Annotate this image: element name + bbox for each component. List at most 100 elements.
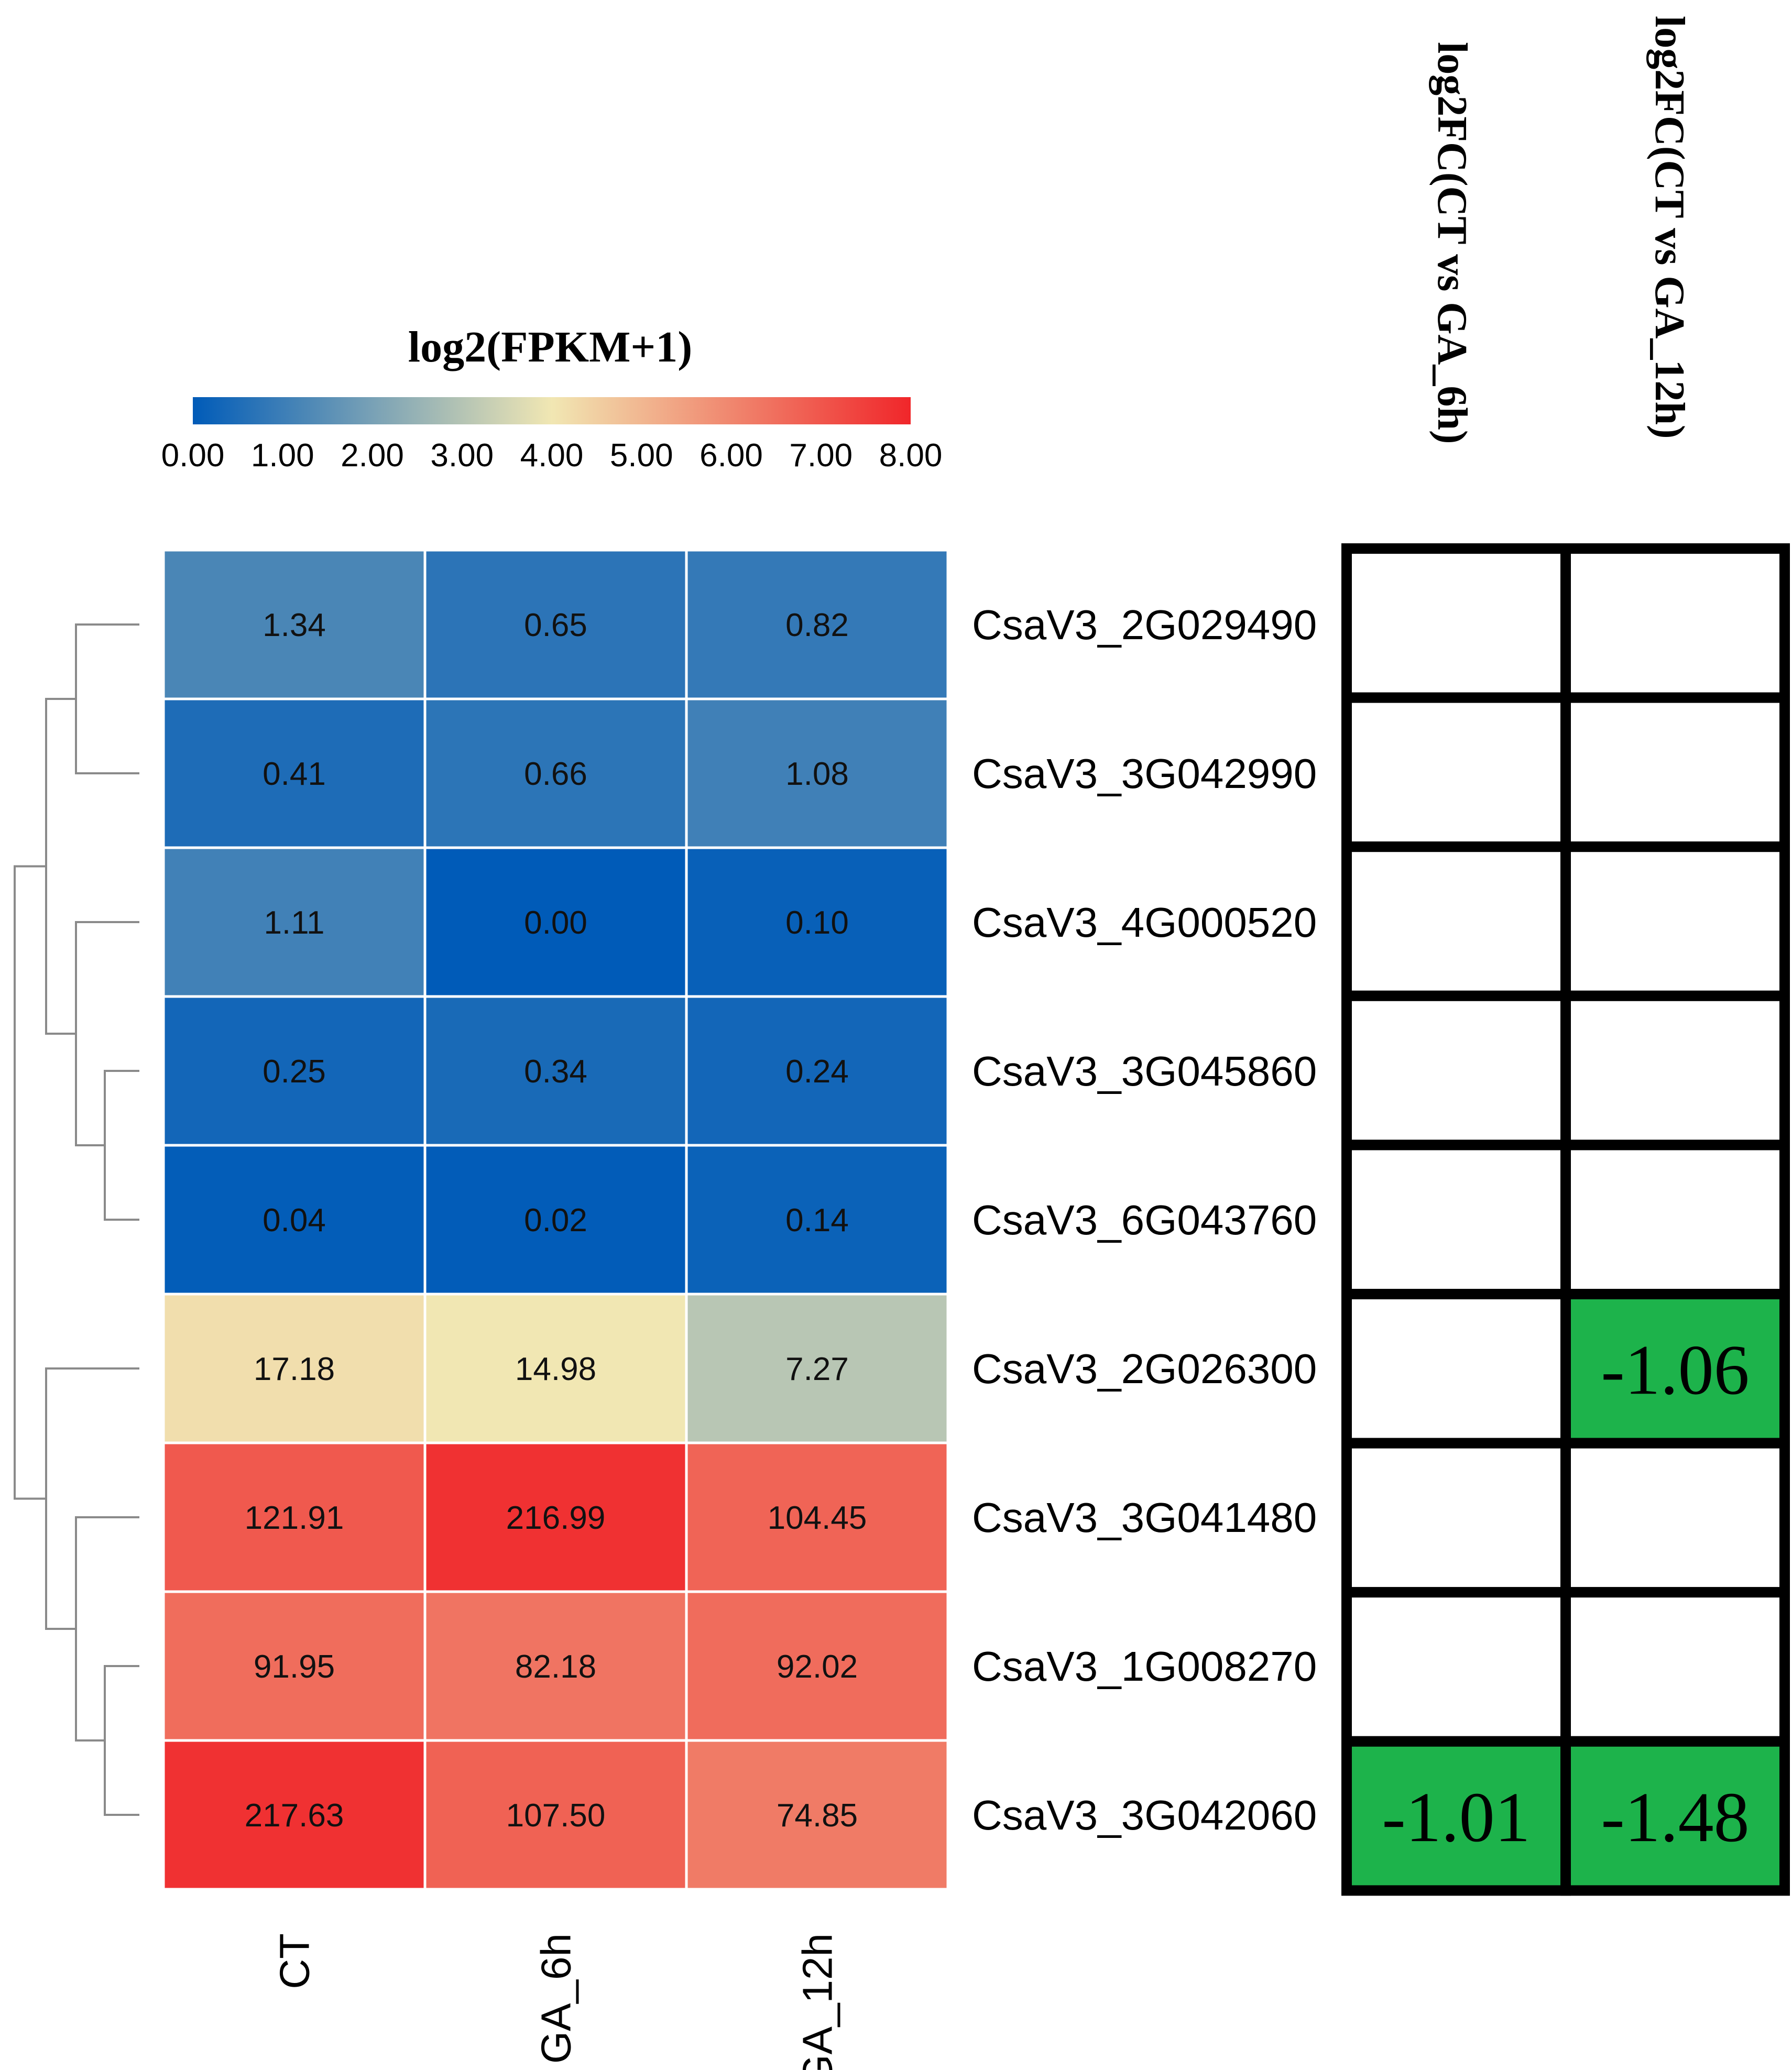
row-label: CsaV3_3G045860 [972, 1048, 1317, 1094]
heatmap-cell-value: 17.18 [254, 1351, 335, 1387]
heatmap-cell-value: 0.10 [785, 905, 849, 941]
log2fc-table: -1.06 -1.01 -1.48 [1341, 543, 1790, 1896]
heatmap-cell-value: 0.00 [524, 905, 587, 941]
dendrogram-branch [104, 1070, 139, 1221]
row-label: CsaV3_3G042990 [972, 750, 1317, 797]
row-label: CsaV3_2G026300 [972, 1345, 1317, 1392]
row-label: CsaV3_4G000520 [972, 899, 1317, 946]
log2fc-cell [1341, 841, 1571, 1001]
column-label: CT [271, 1933, 318, 1989]
dendrogram-branch [45, 1367, 139, 1630]
log2fc-cell [1560, 990, 1790, 1151]
heatmap-cell-value: 0.14 [785, 1202, 849, 1239]
log2fc-cell [1341, 692, 1571, 852]
log2fc-cell [1341, 543, 1571, 703]
heatmap-cell-value: 0.34 [524, 1054, 587, 1090]
heatmap-cell-value: 7.27 [785, 1351, 849, 1387]
heatmap-cell-value: 1.08 [785, 756, 849, 792]
heatmap-cell-value: 121.91 [245, 1500, 344, 1536]
color-legend: log2(FPKM+1) 0.00 1.00 2.00 3.00 4.00 5.00 6.0… [161, 323, 943, 474]
heatmap-cell [423, 846, 688, 998]
heatmap-cell [423, 549, 688, 700]
colorbar [193, 397, 911, 424]
colorbar-tick-label: 5.00 [610, 437, 673, 474]
log2fc-cell [1560, 1587, 1790, 1747]
log2fc-value: -1.01 [1382, 1778, 1530, 1857]
log2fc-cell [1341, 1140, 1571, 1299]
heatmap-cell [685, 1144, 949, 1296]
colorbar-tick-label: 6.00 [700, 437, 763, 474]
heatmap-cell [162, 1739, 427, 1891]
heatmap-cell [423, 1293, 688, 1444]
heatmap-cell-value: 0.24 [785, 1054, 849, 1090]
legend-title: log2(FPKM+1) [408, 323, 692, 371]
column-label: GA_6h [533, 1933, 580, 2064]
row-labels: CsaV3_2G029490 CsaV3_3G042990 CsaV3_4G0005… [972, 601, 1317, 1838]
heatmap-cell [162, 1293, 427, 1444]
heatmap-cell [162, 1590, 427, 1742]
dendrogram-branch [75, 921, 139, 1146]
log2fc-cell [1341, 1289, 1571, 1449]
heatmap-cell [685, 697, 949, 849]
log2fc-cell [1341, 990, 1571, 1151]
colorbar-tick-label: 4.00 [520, 437, 584, 474]
log2fc-header: log2FC(CT vs GA_12h) [1646, 16, 1692, 439]
colorbar-tick-label: 3.00 [430, 437, 494, 474]
heatmap-cell-value: 74.85 [777, 1798, 858, 1834]
heatmap-cell-value: 217.63 [245, 1798, 344, 1834]
heatmap-cell-value: 104.45 [768, 1500, 867, 1536]
row-label: CsaV3_2G029490 [972, 601, 1317, 648]
heatmap-cell [162, 697, 427, 849]
heatmap-cell-value: 0.66 [524, 756, 587, 792]
log2fc-cell [1341, 1587, 1571, 1747]
row-label: CsaV3_6G043760 [972, 1197, 1317, 1243]
log2fc-cell [1560, 1140, 1790, 1299]
heatmap-cell-value: 1.11 [264, 905, 324, 941]
log2fc-cell [1560, 1438, 1790, 1598]
heatmap-cell-value: 82.18 [515, 1649, 596, 1685]
heatmap-cell-value: 14.98 [515, 1351, 596, 1387]
column-label: GA_12h [794, 1933, 841, 2070]
log2fc-header: log2FC(CT vs GA_6h) [1429, 42, 1475, 444]
row-label: CsaV3_3G042060 [972, 1792, 1317, 1838]
log2fc-cell [1560, 543, 1790, 703]
heatmap-cell-value: 1.34 [263, 607, 326, 643]
heatmap-cell [423, 1590, 688, 1742]
heatmap-cell [162, 549, 427, 700]
heatmap-cell-value: 0.65 [524, 607, 587, 643]
log2fc-value: -1.06 [1601, 1331, 1749, 1409]
log2fc-cell [1560, 692, 1790, 852]
heatmap-cell-value: 0.41 [263, 756, 326, 792]
heatmap-cell-value: 0.04 [263, 1202, 326, 1239]
colorbar-tick-label: 8.00 [879, 437, 943, 474]
log2fc-cell [1341, 1438, 1571, 1598]
heatmap-cell [685, 1590, 949, 1742]
colorbar-tick-label: 2.00 [341, 437, 404, 474]
dendrogram-branch [75, 623, 139, 774]
row-label: CsaV3_1G008270 [972, 1643, 1317, 1690]
column-labels: CT GA_6h GA_12h [271, 1933, 841, 2070]
heatmap-cell [685, 549, 949, 700]
row-label: CsaV3_3G041480 [972, 1494, 1317, 1541]
log2fc-value: -1.48 [1601, 1778, 1749, 1857]
log2fc-cell [1560, 841, 1790, 1001]
heatmap-cell-value: 0.25 [263, 1054, 326, 1090]
colorbar-tick-label: 7.00 [789, 437, 853, 474]
heatmap-cell [162, 995, 427, 1147]
heatmap-cell-value: 91.95 [254, 1649, 335, 1685]
colorbar-tick-label: 0.00 [161, 437, 225, 474]
heatmap-cell [685, 1441, 949, 1593]
log2fc-cell [1560, 1736, 1790, 1896]
dendrogram-branch [104, 1665, 139, 1816]
dendrogram-branch [45, 698, 76, 1035]
heatmap-cell [162, 1441, 427, 1593]
colorbar-ticks: 0.00 1.00 2.00 3.00 4.00 5.00 6.00 7.00 8.00 [161, 437, 943, 474]
heatmap-cell-value: 0.82 [785, 607, 849, 643]
dendrogram-branch [14, 865, 46, 1500]
heatmap-cell-value: 92.02 [777, 1649, 858, 1685]
heatmap-cell [423, 697, 688, 849]
heatmap-cell [423, 1144, 688, 1296]
heatmap-cell [685, 1739, 949, 1891]
heatmap-cell [685, 1293, 949, 1444]
heatmap-cell-value: 216.99 [506, 1500, 606, 1536]
